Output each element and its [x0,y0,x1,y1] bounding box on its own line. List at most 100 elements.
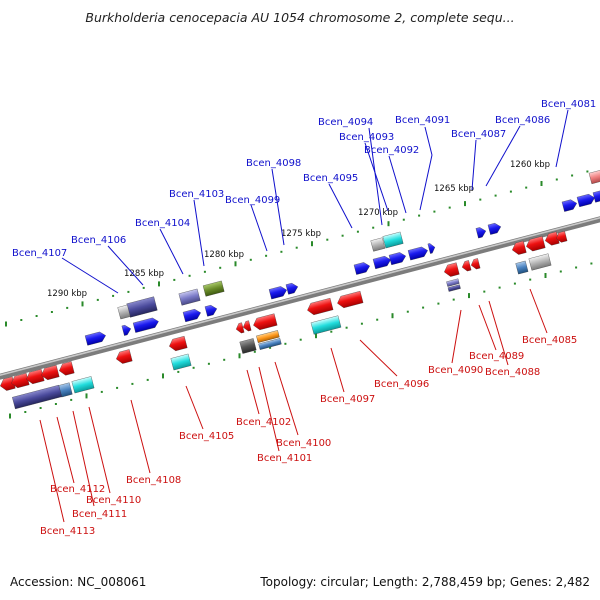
gene-arrow-reverse[interactable] [115,349,133,364]
gene-block-reverse[interactable] [528,253,552,271]
gene-arrow-forward[interactable] [487,222,502,235]
gene-arrow-forward[interactable] [407,246,429,261]
gene-block-reverse[interactable] [515,260,529,275]
leader-line [488,300,509,366]
gene-arrow-forward[interactable] [84,331,107,346]
gene-block-reverse[interactable] [170,353,192,371]
gene-block-forward[interactable] [588,168,600,185]
gene-label-reverse[interactable]: Bcen_4097 [320,394,375,405]
gene-label-reverse[interactable]: Bcen_4108 [126,475,181,486]
gene-label-reverse[interactable]: Bcen_4110 [86,495,141,506]
gene-label-forward[interactable]: Bcen_4092 [364,145,419,156]
gene-arrow-forward[interactable] [121,324,132,336]
gene-block-reverse[interactable] [256,330,280,343]
gene-arrow-reverse[interactable] [242,320,252,332]
gene-arrow-reverse[interactable] [168,335,188,352]
minor-tick [100,390,103,393]
gene-label-reverse[interactable]: Bcen_4112 [50,484,105,495]
gene-arrow-forward[interactable] [388,251,407,266]
gene-label-forward[interactable]: Bcen_4093 [339,132,394,143]
gene-label-forward[interactable]: Bcen_4091 [395,115,450,126]
gene-arrow-reverse[interactable] [511,240,527,256]
gene-label-forward[interactable]: Bcen_4086 [495,115,550,126]
gene-label-reverse[interactable]: Bcen_4100 [276,438,331,449]
major-tick [5,321,7,327]
gene-label-forward[interactable]: Bcen_4103 [169,189,224,200]
gene-label-forward[interactable]: Bcen_4107 [12,248,67,259]
major-tick [158,281,160,287]
gene-arrow-forward[interactable] [576,193,596,208]
gene-arrow-reverse[interactable] [461,260,472,272]
gene-arrow-reverse[interactable] [443,262,460,278]
gene-arrow-forward[interactable] [372,255,392,270]
gene-label-reverse[interactable]: Bcen_4096 [374,379,429,390]
major-tick [464,201,466,207]
minor-tick [70,398,73,401]
leader-line [56,416,75,484]
gene-label-forward[interactable]: Bcen_4095 [303,173,358,184]
gene-block-forward[interactable] [126,296,158,318]
major-tick [544,273,547,278]
gene-block-reverse[interactable] [258,338,282,350]
gene-arrow-reverse[interactable] [235,322,245,334]
gene-block-reverse[interactable] [310,315,342,335]
gene-label-reverse[interactable]: Bcen_4090 [428,365,483,376]
gene-block-reverse[interactable] [239,338,257,354]
gene-label-reverse[interactable]: Bcen_4101 [257,453,312,464]
gene-label-reverse[interactable]: Bcen_4102 [236,417,291,428]
gene-block-forward[interactable] [202,280,225,297]
gene-label-forward[interactable]: Bcen_4106 [71,235,126,246]
gene-label-reverse[interactable]: Bcen_4089 [469,351,524,362]
gene-arrow-forward[interactable] [475,226,487,239]
gene-arrow-reverse[interactable] [252,313,278,331]
gene-block-reverse[interactable] [447,284,461,292]
gene-arrow-forward[interactable] [561,198,578,212]
gene-arrow-forward[interactable] [592,189,600,203]
minor-tick [571,174,574,177]
gene-label-reverse[interactable]: Bcen_4088 [485,367,540,378]
minor-tick [437,302,440,305]
minor-tick [295,246,298,249]
gene-block-reverse[interactable] [71,376,95,394]
gene-block-reverse[interactable] [446,278,460,287]
gene-arrow-reverse[interactable] [58,361,75,376]
minor-tick [406,310,409,313]
gene-label-reverse[interactable]: Bcen_4111 [72,509,127,520]
major-tick [391,313,394,319]
scale-track-forward [5,170,589,327]
gene-arrow-forward[interactable] [182,308,202,323]
gene-label-forward[interactable]: Bcen_4094 [318,117,373,128]
gene-arrow-reverse[interactable] [306,297,334,316]
gene-label-reverse[interactable]: Bcen_4085 [522,335,577,346]
gene-arrow-reverse[interactable] [525,235,546,252]
gene-arrow-forward[interactable] [204,304,218,317]
gene-block-forward[interactable] [117,304,131,320]
minor-tick [249,258,252,261]
gene-block-forward[interactable] [370,237,386,252]
gene-arrow-reverse[interactable] [470,258,481,270]
gene-label-reverse[interactable]: Bcen_4113 [40,526,95,537]
gene-label-forward[interactable]: Bcen_4104 [135,218,190,229]
gene-arrow-forward[interactable] [132,317,160,333]
gene-block-forward[interactable] [382,231,404,249]
gene-arrow-forward[interactable] [427,242,436,254]
leader-line [328,183,353,229]
gene-label-forward[interactable]: Bcen_4087 [451,129,506,140]
gene-label-reverse[interactable]: Bcen_4105 [179,431,234,442]
gene-label-forward[interactable]: Bcen_4098 [246,158,301,169]
gene-arrow-forward[interactable] [268,285,288,300]
gene-arrow-forward[interactable] [285,282,299,295]
minor-tick [555,178,558,181]
minor-tick [112,294,115,297]
gene-arrow-reverse[interactable] [555,230,568,243]
gene-label-forward[interactable]: Bcen_4081 [541,99,596,110]
gene-block-reverse[interactable] [12,384,62,410]
gene-arrow-forward[interactable] [353,261,371,275]
gene-block-forward[interactable] [178,288,201,306]
minor-tick [559,270,562,273]
gene-label-forward[interactable]: Bcen_4099 [225,195,280,206]
gene-arrow-reverse[interactable] [336,290,364,309]
minor-tick [448,206,451,209]
major-tick [315,333,317,339]
gene-arrow-reverse[interactable] [40,364,60,381]
